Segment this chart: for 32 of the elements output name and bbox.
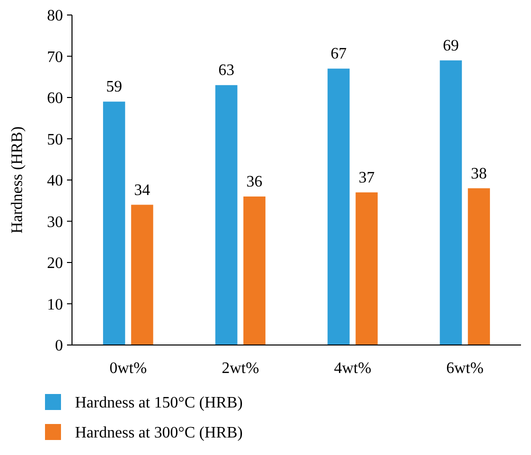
- legend-label: Hardness at 150°C (HRB): [75, 394, 243, 412]
- y-tick-label: 40: [47, 172, 63, 190]
- data-label: 67: [330, 46, 347, 63]
- legend-label: Hardness at 300°C (HRB): [75, 424, 243, 442]
- bar: [131, 204, 154, 345]
- bar: [440, 60, 462, 345]
- bar: [215, 85, 238, 345]
- data-label: 69: [442, 37, 459, 54]
- bar: [103, 102, 126, 345]
- y-tick-label: 30: [47, 214, 63, 231]
- x-tick-label: 6wt%: [446, 360, 484, 377]
- bar: [468, 188, 490, 345]
- data-label: 34: [134, 182, 150, 199]
- data-label: 63: [218, 62, 234, 80]
- y-tick-label: 20: [47, 255, 63, 272]
- y-tick-label: 70: [47, 48, 63, 66]
- x-tick-label: 0wt%: [109, 360, 147, 377]
- bar: [356, 192, 378, 345]
- bar: [243, 196, 266, 345]
- data-label: 59: [106, 78, 122, 96]
- y-tick-label: 60: [47, 90, 63, 108]
- y-tick-label: 10: [47, 296, 63, 314]
- y-tick-label: 80: [47, 8, 63, 25]
- bar: [328, 68, 350, 345]
- data-label: 38: [470, 165, 487, 182]
- x-tick-label: 2wt%: [222, 360, 260, 377]
- data-label: 36: [246, 174, 262, 190]
- data-label: 37: [358, 169, 375, 186]
- y-tick-label: 0: [55, 338, 63, 355]
- y-tick-label: 50: [47, 131, 63, 148]
- x-tick-label: 4wt%: [334, 360, 372, 377]
- y-axis-title: Hardness (HRB): [9, 126, 26, 234]
